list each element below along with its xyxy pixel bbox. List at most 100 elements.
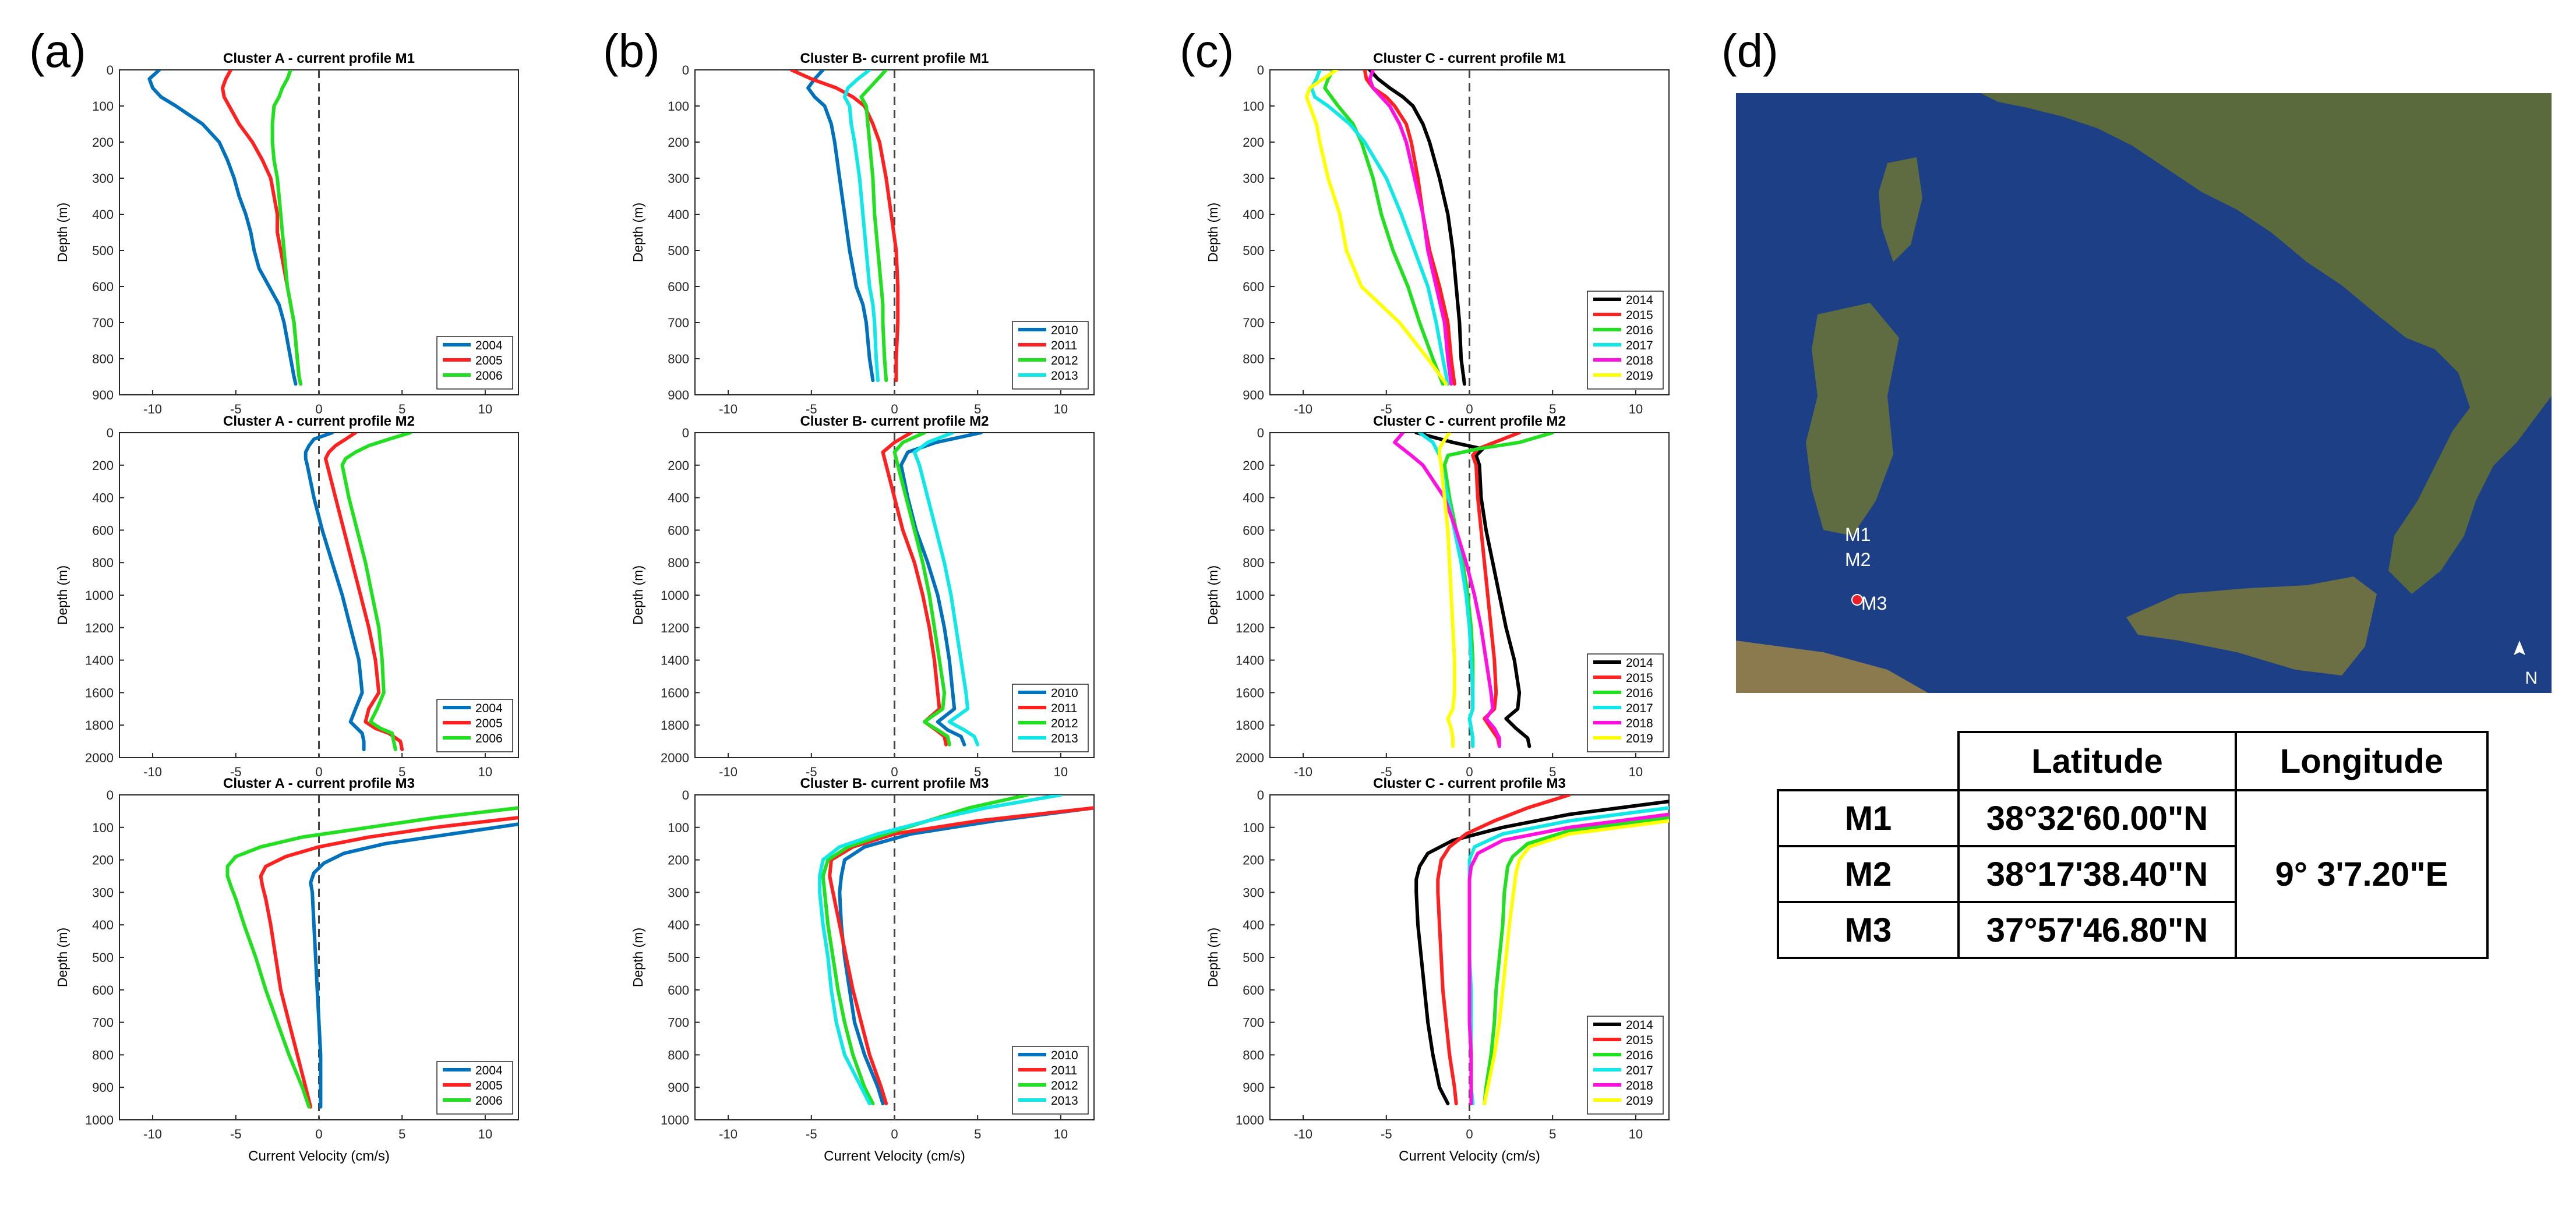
series-line — [1414, 800, 1669, 1106]
y-tick-label: 400 — [668, 918, 689, 932]
table-row: M3 37°57'46.80"N — [1777, 901, 2487, 959]
legend-label: 2016 — [1626, 1049, 1653, 1062]
y-tick-label: 100 — [1243, 99, 1264, 114]
x-tick-label: 0 — [315, 765, 322, 779]
series-line — [899, 433, 983, 747]
legend: 2010 2011 2012 2013 — [1012, 1046, 1089, 1115]
chart-title: Cluster A - current profile M2 — [223, 413, 415, 429]
x-tick-label: 0 — [1466, 402, 1473, 416]
y-tick-label: 1000 — [85, 588, 114, 603]
y-tick-label: 600 — [1243, 280, 1264, 294]
x-tick-label: 10 — [478, 1127, 492, 1141]
legend-label: 2004 — [475, 1064, 503, 1077]
y-axis-label: Depth (m) — [1205, 565, 1220, 625]
y-tick-label: 800 — [668, 556, 689, 570]
x-tick-label: -5 — [230, 765, 242, 779]
legend-label: 2013 — [1051, 369, 1078, 383]
chart-title: Cluster B- current profile M2 — [800, 413, 989, 429]
legend-label: 2015 — [1626, 309, 1653, 322]
y-tick-label: 600 — [1243, 983, 1264, 998]
series-line — [147, 70, 298, 386]
x-tick-label: 10 — [1054, 765, 1068, 779]
corsica-island — [1879, 157, 1922, 262]
site-name: M1 — [1777, 789, 1960, 847]
chart-grid: Cluster A - current profile M1-10 -5 0 5 100… — [55, 51, 1670, 1164]
series-line — [859, 70, 888, 383]
legend-box — [1587, 291, 1664, 390]
y-tick-label: 1800 — [661, 718, 689, 733]
legend-label: 2005 — [475, 717, 503, 730]
y-tick-label: 0 — [107, 63, 114, 77]
chart-title: Cluster C - current profile M2 — [1373, 413, 1566, 429]
series-line — [1368, 70, 1453, 386]
y-tick-label: 800 — [668, 1048, 689, 1062]
legend-box — [1587, 653, 1664, 752]
y-tick-label: 2000 — [661, 751, 689, 765]
legend-label: 2004 — [475, 702, 503, 715]
x-tick-label: 10 — [478, 765, 492, 779]
y-tick-label: 300 — [1243, 171, 1264, 186]
y-tick-label: 600 — [668, 280, 689, 294]
y-tick-label: 900 — [668, 388, 689, 402]
series-group — [1393, 433, 1555, 748]
legend: 2004 2005 2006 — [436, 336, 513, 390]
shared-longitude: 9° 3'7.20"E — [2235, 789, 2489, 959]
x-tick-label: 0 — [1466, 1127, 1473, 1141]
y-tick-label: 800 — [92, 1048, 114, 1062]
y-tick-label: 500 — [668, 950, 689, 965]
x-tick-label: 10 — [1629, 765, 1643, 779]
y-tick-label: 0 — [682, 788, 689, 802]
series-line — [838, 806, 1094, 1106]
y-tick-label: 900 — [92, 1080, 114, 1095]
y-tick-label: 2000 — [85, 751, 114, 765]
chart-panel: Cluster A - current profile M2-10 -5 0 5 100… — [55, 413, 519, 779]
series-group — [818, 795, 1094, 1106]
y-tick-label: 600 — [92, 983, 114, 998]
x-tick-label: -5 — [230, 402, 242, 416]
legend-label: 2006 — [475, 1094, 503, 1108]
y-tick-label: 400 — [668, 491, 689, 505]
coordinates-table: Latitude Longitude M1 38°32'60.00"N 9° 3… — [1777, 731, 2489, 959]
x-tick-label: -5 — [806, 765, 817, 779]
map-label-m2: M2 — [1845, 549, 1871, 570]
legend-label: 2013 — [1051, 732, 1078, 745]
y-axis-label: Depth (m) — [55, 928, 70, 987]
y-tick-label: 500 — [92, 243, 114, 258]
y-tick-label: 500 — [1243, 950, 1264, 965]
series-group — [881, 433, 983, 747]
legend-label: 2016 — [1626, 324, 1653, 337]
table-row: M2 38°17'38.40"N — [1777, 845, 2487, 903]
legend-label: 2004 — [475, 339, 503, 352]
legend-label: 2012 — [1051, 1079, 1078, 1092]
italy-mainland — [1981, 93, 2552, 594]
y-tick-label: 700 — [1243, 316, 1264, 330]
site-latitude: 38°17'38.40"N — [1957, 845, 2237, 903]
y-tick-label: 600 — [668, 523, 689, 537]
legend-label: 2018 — [1626, 354, 1653, 367]
y-tick-label: 200 — [1243, 458, 1264, 473]
y-tick-label: 400 — [1243, 918, 1264, 932]
legend: 2010 2011 2012 2013 — [1012, 684, 1089, 752]
y-tick-label: 200 — [668, 853, 689, 868]
y-tick-label: 600 — [92, 280, 114, 294]
x-tick-label: 5 — [974, 765, 981, 779]
series-line — [828, 806, 1094, 1106]
chart-title: Cluster B- current profile M1 — [800, 51, 989, 66]
y-tick-label: 300 — [92, 885, 114, 900]
y-tick-label: 200 — [92, 853, 114, 868]
x-tick-label: -10 — [1294, 402, 1312, 416]
legend-label: 2011 — [1051, 1064, 1077, 1077]
x-tick-label: 10 — [1054, 1127, 1068, 1141]
series-line — [340, 433, 412, 751]
y-tick-label: 200 — [1243, 135, 1264, 150]
x-tick-label: -10 — [1294, 765, 1312, 779]
header-empty — [1778, 732, 1960, 791]
chart-title: Cluster B- current profile M3 — [800, 776, 989, 791]
x-tick-label: -5 — [806, 1127, 817, 1141]
y-tick-label: 600 — [668, 983, 689, 998]
x-tick-label: -5 — [1381, 765, 1392, 779]
y-tick-label: 500 — [668, 243, 689, 258]
series-group — [789, 70, 900, 383]
x-tick-label: 5 — [974, 1127, 981, 1141]
